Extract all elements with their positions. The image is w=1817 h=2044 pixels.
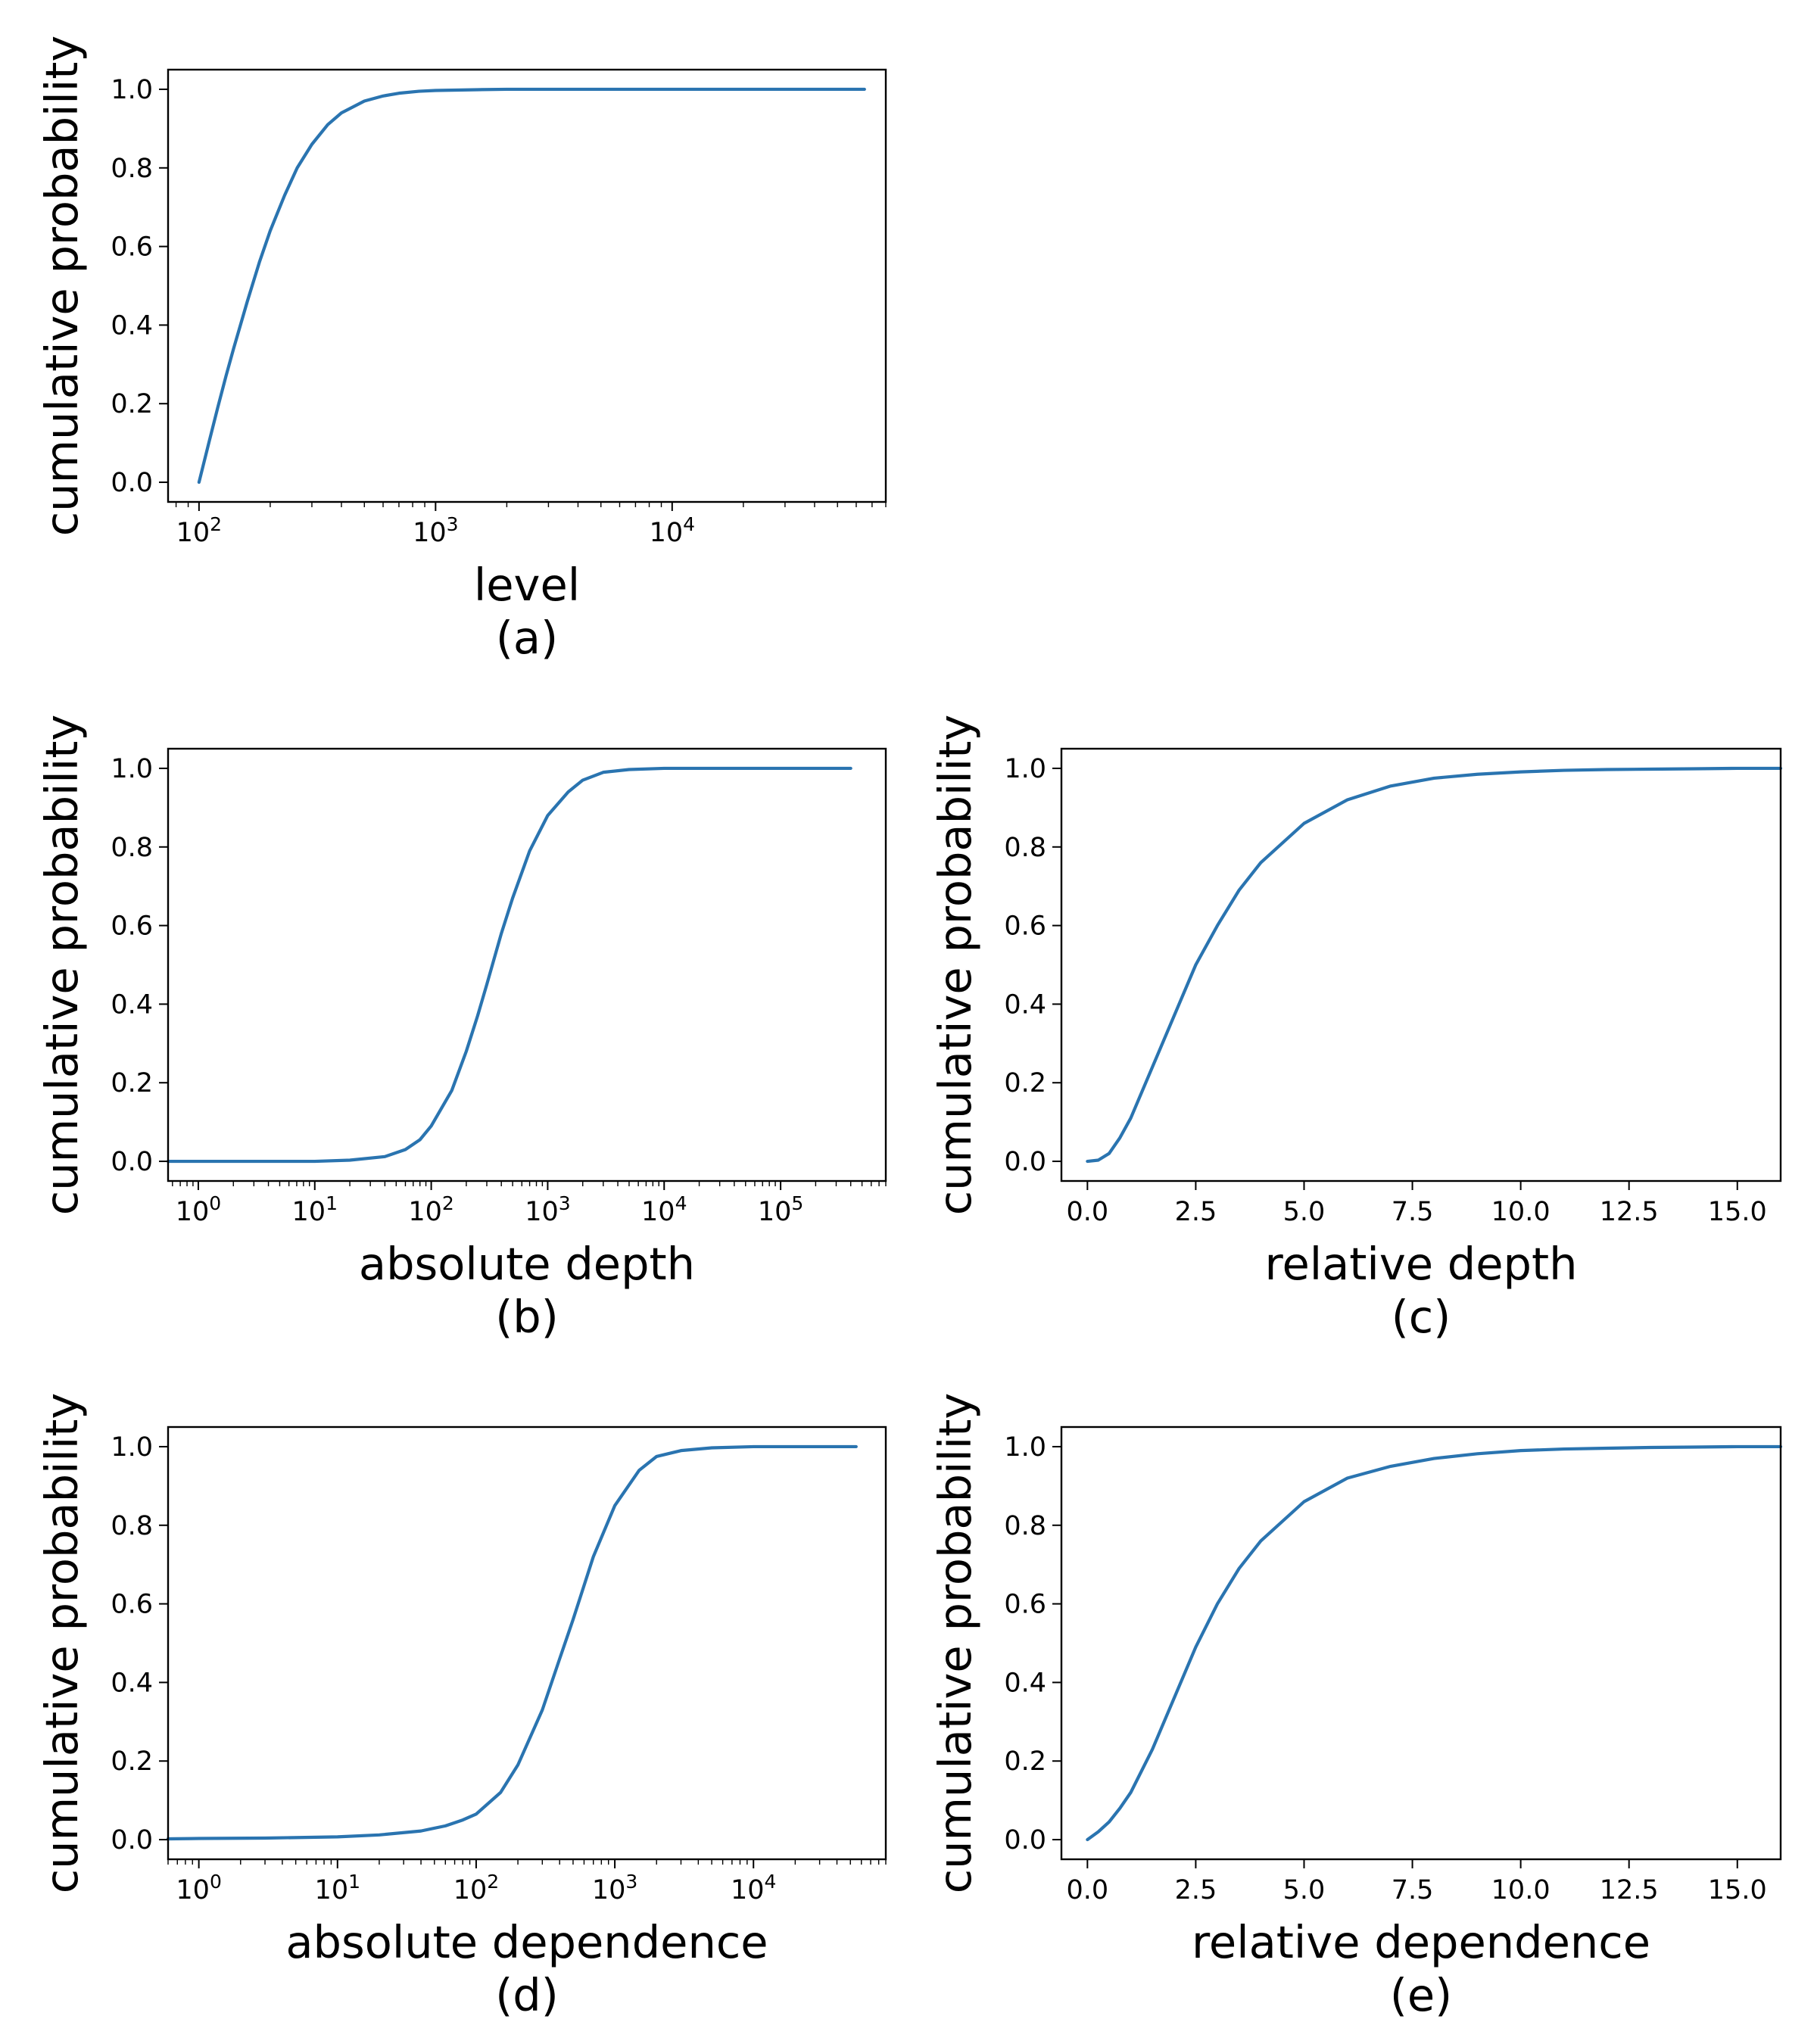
- y-tick-label: 0.8: [111, 1511, 153, 1541]
- x-tick-label: 103: [525, 1192, 570, 1227]
- y-axis-label: cumulative probability: [929, 715, 981, 1216]
- x-tick-label: 101: [292, 1192, 338, 1227]
- y-axis-label: cumulative probability: [36, 36, 88, 537]
- plot-frame: [167, 68, 887, 503]
- x-tick-label: 15.0: [1708, 1197, 1767, 1227]
- x-tick-label: 101: [315, 1871, 360, 1905]
- x-tick-label: 102: [408, 1192, 453, 1227]
- y-tick-label: 1.0: [1004, 754, 1046, 784]
- data-line: [166, 766, 852, 1164]
- y-tick-label: 0.4: [1004, 1668, 1046, 1698]
- y-tick-label: 0.2: [111, 389, 153, 419]
- x-tick-label: 105: [758, 1192, 803, 1227]
- data-line: [1086, 766, 1783, 1164]
- panel-c: 0.0 0.2 0.4 0.6 0.8 1.0 0.0 2.5 5.0 7.5 10.0 12.5 15…: [929, 715, 1783, 1343]
- y-tick-label: 0.4: [111, 1668, 153, 1698]
- y-tick-label: 0.6: [111, 232, 153, 263]
- y-tick-label: 0.2: [111, 1746, 153, 1777]
- x-tick-label: 100: [176, 1192, 221, 1227]
- y-tick-label: 1.0: [1004, 1432, 1046, 1463]
- x-tick-label: 7.5: [1392, 1197, 1434, 1227]
- x-tick-label: 15.0: [1708, 1875, 1767, 1905]
- y-axis-label: cumulative probability: [36, 715, 88, 1216]
- panel-caption: (b): [495, 1291, 559, 1343]
- y-tick-label: 0.4: [1004, 989, 1046, 1020]
- plot-frame: [1060, 747, 1782, 1182]
- y-tick-label: 0.4: [111, 989, 153, 1020]
- panel-a: 0.0 0.2 0.4 0.6 0.8 1.0 102 103 104 level(a) cumul…: [36, 36, 887, 664]
- y-tick-label: 0.0: [1004, 1147, 1046, 1177]
- y-tick-label: 0.8: [1004, 833, 1046, 863]
- data-line: [166, 1444, 858, 1841]
- panel-b: 0.0 0.2 0.4 0.6 0.8 1.0 100 101 102 103 104 105 abso…: [36, 715, 887, 1343]
- y-tick-label: 0.6: [1004, 911, 1046, 942]
- plot-frame: [167, 1426, 887, 1861]
- panel-caption: (c): [1392, 1291, 1451, 1343]
- x-tick-label: 12.5: [1600, 1197, 1659, 1227]
- y-tick-label: 0.6: [111, 911, 153, 942]
- x-axis-label: relative depth: [1264, 1238, 1577, 1290]
- y-tick-label: 0.8: [1004, 1511, 1046, 1541]
- panel-d: 0.0 0.2 0.4 0.6 0.8 1.0 100 101 102 103 104 absolut…: [36, 1393, 887, 2021]
- x-tick-label: 102: [453, 1871, 499, 1905]
- x-tick-label: 100: [176, 1871, 221, 1905]
- x-axis-label: absolute dependence: [285, 1916, 768, 1968]
- y-tick-label: 0.6: [1004, 1590, 1046, 1620]
- y-tick-label: 0.0: [111, 468, 153, 498]
- x-tick-label: 0.0: [1067, 1197, 1109, 1227]
- y-axis-label: cumulative probability: [929, 1393, 981, 1894]
- x-tick-label: 102: [176, 513, 222, 548]
- x-tick-label: 103: [413, 513, 458, 548]
- x-tick-label: 10.0: [1491, 1875, 1551, 1905]
- data-line: [197, 87, 866, 485]
- y-tick-label: 0.2: [111, 1068, 153, 1098]
- data-line: [1086, 1444, 1783, 1842]
- x-tick-label: 103: [592, 1871, 637, 1905]
- plot-frame: [1060, 1426, 1782, 1861]
- plot-frame: [167, 747, 887, 1182]
- y-tick-label: 0.0: [111, 1825, 153, 1855]
- x-tick-label: 10.0: [1491, 1197, 1551, 1227]
- x-tick-label: 7.5: [1392, 1875, 1434, 1905]
- y-tick-label: 1.0: [111, 754, 153, 784]
- x-tick-label: 0.0: [1067, 1875, 1109, 1905]
- y-tick-label: 0.8: [111, 154, 153, 184]
- y-tick-label: 0.6: [111, 1590, 153, 1620]
- x-tick-label: 12.5: [1600, 1875, 1659, 1905]
- x-axis-label: relative dependence: [1192, 1916, 1650, 1968]
- y-tick-label: 0.0: [111, 1147, 153, 1177]
- y-axis-label: cumulative probability: [36, 1393, 88, 1894]
- x-axis-label: level: [474, 559, 580, 611]
- y-tick-label: 0.2: [1004, 1068, 1046, 1098]
- x-tick-label: 5.0: [1283, 1875, 1326, 1905]
- y-tick-label: 1.0: [111, 1432, 153, 1463]
- y-tick-label: 0.4: [111, 310, 153, 341]
- panel-e: 0.0 0.2 0.4 0.6 0.8 1.0 0.0 2.5 5.0 7.5 10.0 12.5 15…: [929, 1393, 1783, 2021]
- panel-caption: (e): [1390, 1969, 1452, 2021]
- x-tick-label: 5.0: [1283, 1197, 1326, 1227]
- panel-caption: (a): [496, 612, 558, 664]
- x-tick-label: 2.5: [1175, 1197, 1217, 1227]
- x-axis-label: absolute depth: [359, 1238, 695, 1290]
- y-tick-label: 1.0: [111, 75, 153, 105]
- x-tick-label: 104: [641, 1192, 687, 1227]
- x-tick-label: 104: [731, 1871, 776, 1905]
- x-tick-label: 104: [650, 513, 695, 548]
- y-tick-label: 0.0: [1004, 1825, 1046, 1855]
- x-tick-label: 2.5: [1175, 1875, 1217, 1905]
- y-tick-label: 0.2: [1004, 1746, 1046, 1777]
- panel-caption: (d): [495, 1969, 559, 2021]
- y-tick-label: 0.8: [111, 833, 153, 863]
